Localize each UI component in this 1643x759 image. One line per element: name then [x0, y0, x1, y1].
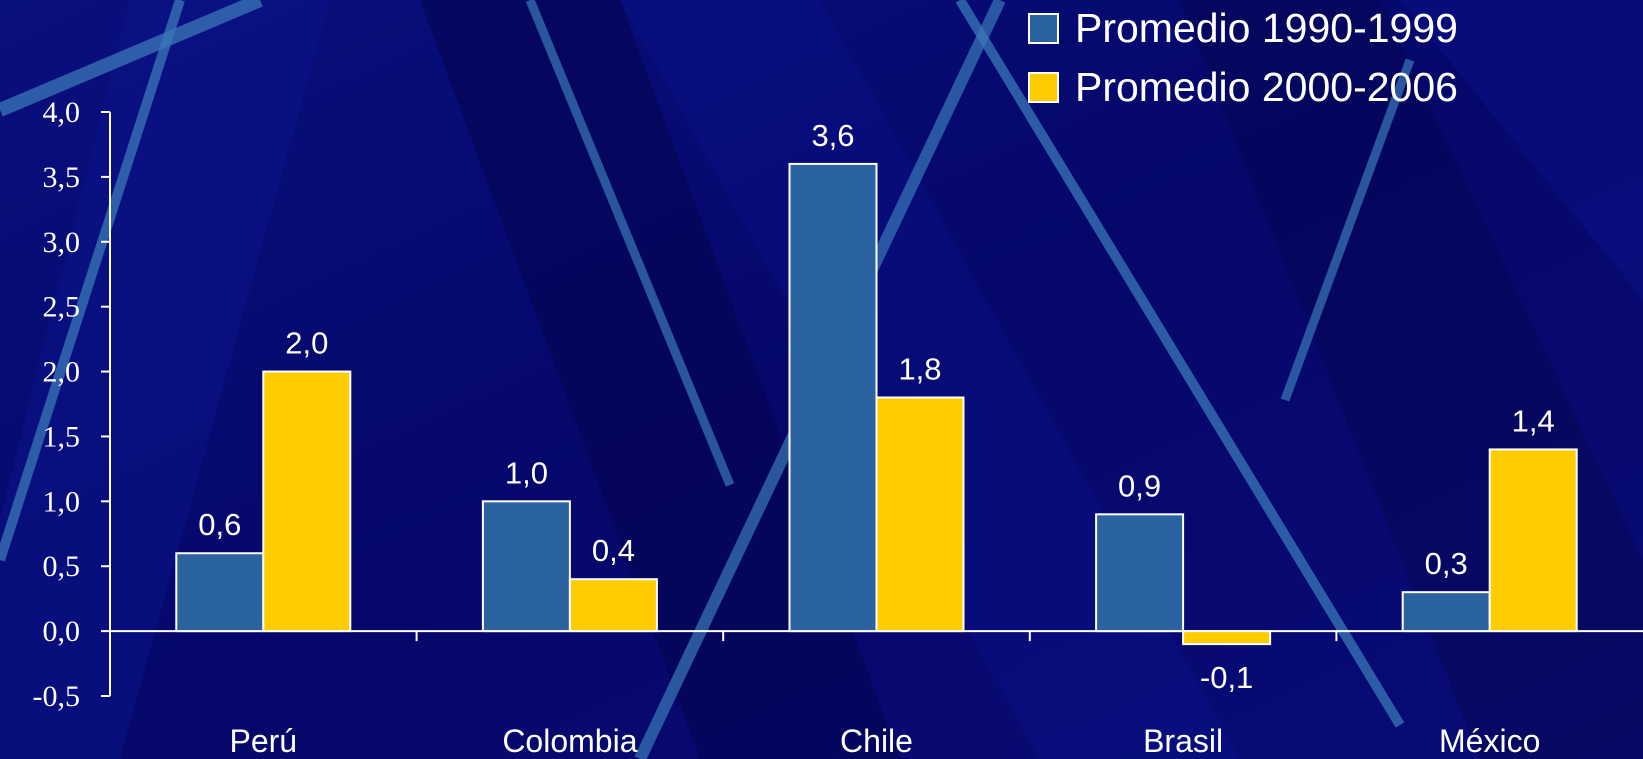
y-tick-label: 2,5 — [43, 291, 81, 324]
data-label: 0,9 — [1118, 468, 1161, 503]
data-label: 1,0 — [505, 455, 548, 490]
chart-bars — [175, 162, 1578, 646]
category-label: México — [1439, 723, 1540, 759]
data-label: 0,4 — [592, 533, 635, 568]
bar — [1488, 448, 1578, 633]
bar — [788, 162, 878, 633]
y-tick-label: 4,0 — [43, 96, 81, 129]
legend-label: Promedio 1990-1999 — [1075, 5, 1458, 51]
y-tick-label: 3,0 — [43, 226, 81, 259]
bar — [262, 370, 352, 633]
category-label: Chile — [840, 723, 913, 759]
bar — [1401, 591, 1491, 633]
data-label: 0,6 — [198, 507, 241, 542]
data-label: 3,6 — [811, 118, 854, 153]
data-label: 2,0 — [285, 326, 328, 361]
category-label: Perú — [230, 723, 298, 759]
y-tick-label: -0,5 — [33, 680, 81, 713]
legend-swatch — [1028, 72, 1059, 103]
y-tick-label: 1,5 — [43, 420, 81, 453]
data-label: 1,8 — [898, 352, 941, 387]
category-label: Brasil — [1143, 723, 1223, 759]
y-tick-label: 3,5 — [43, 161, 81, 194]
chart-labels: 0,6 2,0 Perú 1,0 0,4 Colombia 3,6 1,8 Chile 0,9 -0… — [198, 118, 1555, 759]
y-tick-label: 1,0 — [43, 485, 81, 518]
bar — [481, 500, 571, 633]
legend-swatch — [1028, 13, 1059, 44]
legend-label: Promedio 2000-2006 — [1075, 64, 1458, 110]
data-label: 1,4 — [1512, 403, 1555, 438]
bar — [568, 578, 658, 633]
y-tick-label: 0,5 — [43, 550, 81, 583]
category-label: Colombia — [502, 723, 637, 759]
bar — [1095, 513, 1185, 633]
data-label: -0,1 — [1200, 660, 1253, 695]
bar — [875, 396, 965, 633]
y-tick-label: 2,0 — [43, 356, 81, 389]
bar — [1182, 630, 1272, 646]
chart-legend: Promedio 1990-1999 Promedio 2000-2006 — [1028, 5, 1458, 110]
data-label: 0,3 — [1425, 546, 1468, 581]
bar — [175, 552, 265, 633]
y-tick-label: 0,0 — [43, 615, 81, 648]
